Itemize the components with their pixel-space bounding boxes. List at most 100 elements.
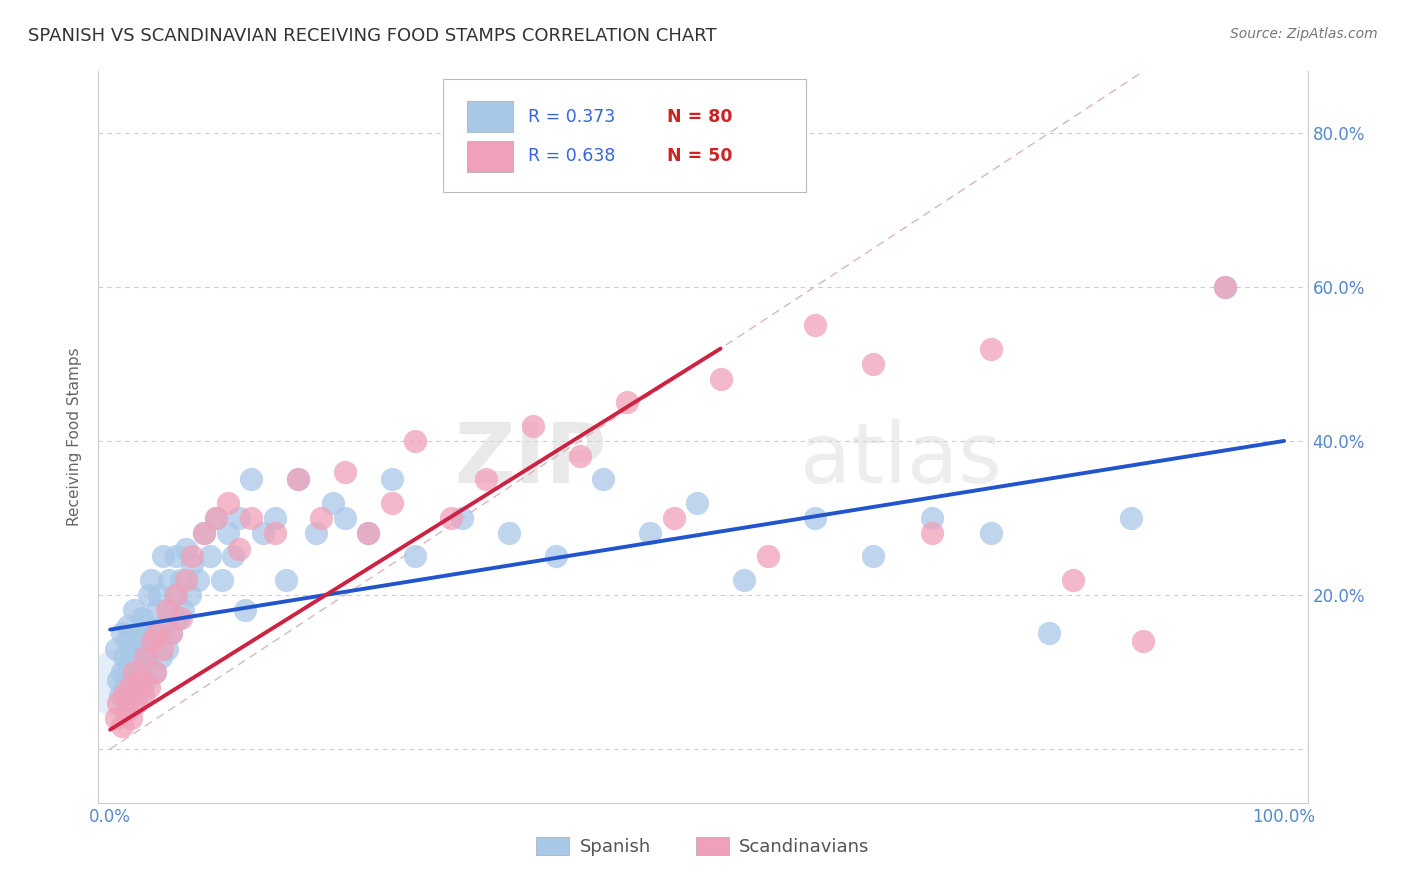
Point (616, 395, 638, 409)
Point (862, 549, 884, 564)
Point (803, 318, 825, 333)
Point (128, 681, 150, 695)
Point (187, 573, 209, 587)
Point (146, 626, 169, 640)
Point (112, 688, 135, 702)
Point (756, 549, 779, 564)
Point (112, 649, 135, 664)
Point (862, 357, 884, 371)
Text: Source: ZipAtlas.com: Source: ZipAtlas.com (1230, 27, 1378, 41)
Point (128, 673, 150, 687)
Point (222, 549, 245, 564)
Point (980, 526, 1002, 541)
Point (1132, 634, 1154, 648)
Point (475, 472, 498, 486)
Point (157, 573, 180, 587)
Point (152, 549, 174, 564)
Point (160, 626, 183, 640)
Point (1215, 280, 1237, 294)
Point (357, 526, 380, 541)
Point (217, 495, 239, 509)
Point (107, 673, 129, 687)
Point (122, 665, 145, 679)
Point (451, 511, 474, 525)
Point (921, 511, 943, 525)
Text: N = 80: N = 80 (666, 108, 733, 126)
Point (105, 711, 128, 725)
Point (136, 649, 159, 664)
Point (333, 511, 356, 525)
Point (141, 634, 163, 648)
Point (143, 665, 166, 679)
Point (122, 665, 145, 679)
Point (122, 603, 145, 617)
Point (155, 603, 177, 617)
Point (172, 603, 194, 617)
Point (686, 495, 709, 509)
Point (157, 603, 180, 617)
Point (141, 626, 163, 640)
Point (149, 649, 172, 664)
Point (167, 611, 190, 625)
Point (152, 618, 174, 632)
Text: R = 0.373: R = 0.373 (527, 108, 614, 126)
Point (193, 526, 215, 541)
Point (204, 511, 226, 525)
Point (662, 511, 685, 525)
Point (439, 511, 461, 525)
Point (240, 511, 263, 525)
Point (117, 618, 139, 632)
Point (128, 634, 150, 648)
Point (122, 641, 145, 656)
Point (228, 541, 250, 556)
Point (125, 649, 148, 664)
Point (803, 511, 825, 525)
Point (233, 603, 256, 617)
Text: SPANISH VS SCANDINAVIAN RECEIVING FOOD STAMPS CORRELATION CHART: SPANISH VS SCANDINAVIAN RECEIVING FOOD S… (28, 27, 717, 45)
Point (1215, 280, 1237, 294)
Point (204, 511, 226, 525)
Point (111, 626, 134, 640)
Point (160, 626, 183, 640)
Text: ZIP: ZIP (454, 418, 606, 500)
Point (733, 573, 755, 587)
Point (181, 549, 204, 564)
Point (357, 526, 380, 541)
FancyBboxPatch shape (443, 78, 806, 192)
Point (710, 372, 733, 386)
Point (141, 573, 163, 587)
Point (132, 641, 155, 656)
Point (522, 418, 544, 433)
Point (134, 618, 156, 632)
Point (134, 649, 156, 664)
Point (498, 526, 520, 541)
Point (546, 549, 568, 564)
Point (108, 688, 131, 702)
Point (125, 696, 148, 710)
Point (252, 526, 274, 541)
Point (115, 703, 138, 717)
Point (568, 450, 591, 464)
Point (138, 681, 160, 695)
Point (165, 549, 187, 564)
Legend: Spanish, Scandinavians: Spanish, Scandinavians (529, 830, 877, 863)
Point (176, 541, 198, 556)
Point (111, 719, 134, 733)
Point (263, 511, 285, 525)
Point (333, 465, 356, 479)
Point (165, 588, 187, 602)
Point (134, 673, 156, 687)
Point (921, 526, 943, 541)
Point (132, 688, 155, 702)
Point (592, 472, 614, 486)
Point (638, 526, 661, 541)
Point (115, 634, 138, 648)
Point (179, 588, 201, 602)
Point (263, 526, 285, 541)
Point (240, 472, 263, 486)
Point (193, 526, 215, 541)
Point (176, 573, 198, 587)
Point (146, 634, 169, 648)
Point (404, 549, 426, 564)
Point (1062, 573, 1084, 587)
